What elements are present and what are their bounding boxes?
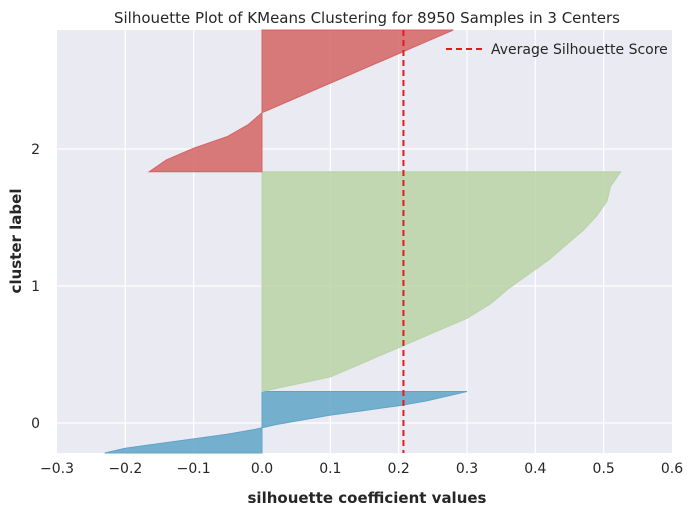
x-tick-label: 0.1	[319, 461, 341, 477]
x-tick-label: 0.0	[251, 461, 273, 477]
x-tick-label: 0.6	[661, 461, 683, 477]
silhouette-band-cluster-2	[147, 29, 454, 173]
x-tick-label: 0.5	[593, 461, 615, 477]
cluster-silhouettes	[104, 29, 622, 454]
y-axis-title: cluster label	[7, 189, 25, 294]
y-axis-ticks: 0 1 2	[31, 142, 40, 432]
legend: Average Silhouette Score	[446, 42, 668, 58]
silhouette-band-cluster-0	[104, 391, 468, 454]
y-tick-label: 1	[31, 279, 40, 295]
x-axis-ticks: −0.3 −0.2 −0.1 0.0 0.1 0.2 0.3 0.4 0.5 0.6	[40, 461, 683, 477]
legend-label: Average Silhouette Score	[491, 42, 668, 58]
y-tick-label: 2	[31, 142, 40, 158]
x-tick-label: −0.1	[177, 461, 211, 477]
x-axis-title: silhouette coefficient values	[248, 489, 487, 507]
x-tick-label: −0.3	[40, 461, 74, 477]
x-tick-label: −0.2	[108, 461, 142, 477]
y-tick-label: 0	[31, 416, 40, 432]
x-tick-label: 0.3	[456, 461, 478, 477]
x-tick-label: 0.4	[524, 461, 546, 477]
x-tick-label: 0.2	[388, 461, 410, 477]
silhouette-band-cluster-1	[261, 171, 622, 393]
chart-title: Silhouette Plot of KMeans Clustering for…	[114, 9, 620, 27]
